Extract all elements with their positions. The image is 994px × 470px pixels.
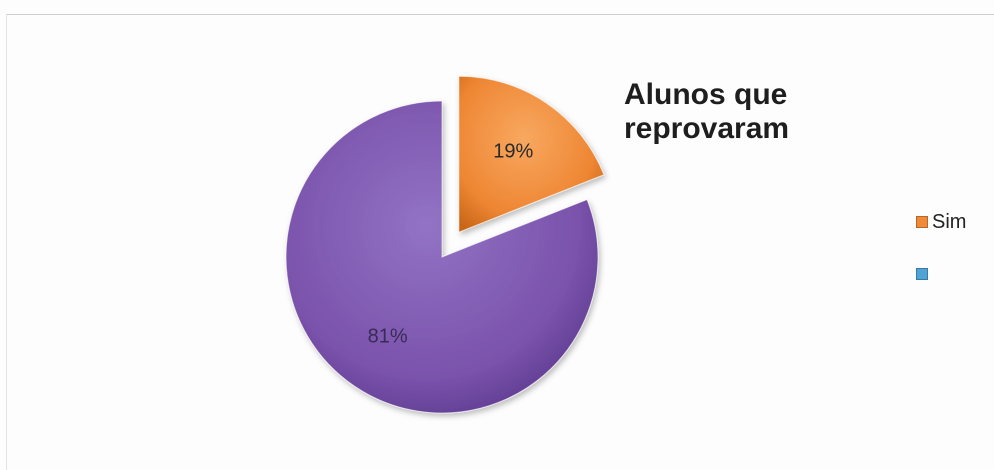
legend-item-blue xyxy=(916,260,966,288)
legend: Sim xyxy=(916,208,966,312)
slice-data-label: 19% xyxy=(493,140,533,162)
pie-slice-sim xyxy=(458,75,605,233)
legend-swatch-blue xyxy=(916,268,928,280)
slice-data-label: 81% xyxy=(368,325,408,347)
legend-label-sim: Sim xyxy=(932,210,967,233)
legend-swatch-orange xyxy=(916,216,928,228)
pie-slice-other xyxy=(285,100,599,414)
chart-title: Alunos que reprovaram xyxy=(624,78,790,145)
legend-item-sim: Sim xyxy=(916,208,966,236)
chart-frame xyxy=(6,14,994,470)
